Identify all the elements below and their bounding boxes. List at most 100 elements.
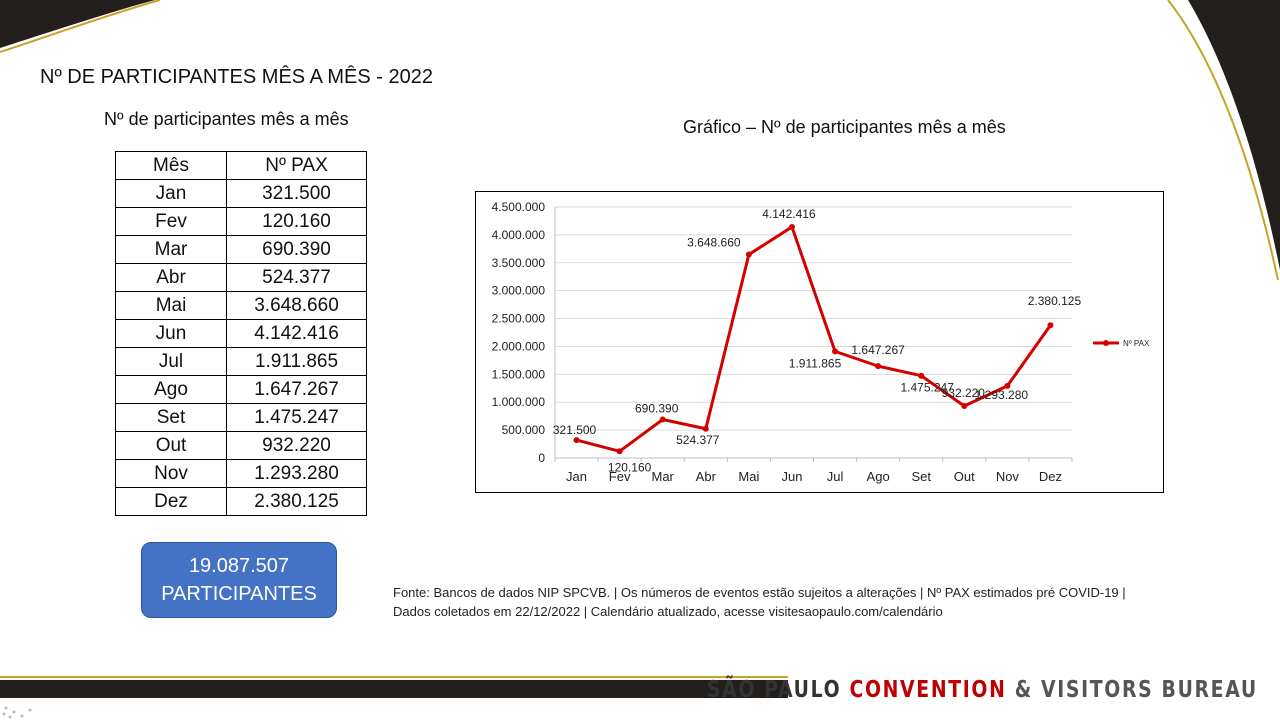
series-line [576,225,1052,453]
data-label: 1.647.267 [851,343,905,357]
legend-swatch-marker [1103,340,1109,346]
data-point [573,437,580,444]
cell-month: Ago [115,375,227,404]
cell-pax: 1.647.267 [226,375,367,404]
cell-pax: 120.160 [226,207,367,236]
x-tick-label: Abr [696,469,717,484]
table-heading: Nº de participantes mês a mês [104,109,349,129]
data-point [875,363,882,370]
cell-pax: 524.377 [226,263,367,292]
cell-month: Out [115,431,227,460]
table-row: Abr 524.377 [115,263,367,292]
x-tick-label: Dez [1039,469,1062,484]
data-point [832,348,839,355]
decor-corner-top-right [1167,0,1280,280]
footnote-line-2: Dados coletados em 22/12/2022 | Calendár… [393,604,943,619]
legend-label: Nº PAX [1123,339,1150,348]
cell-pax: 690.390 [226,235,367,264]
data-point [659,416,666,423]
table-row: Mai 3.648.660 [115,291,367,320]
cell-month: Mai [115,291,227,320]
cell-pax: 2.380.125 [226,487,367,516]
y-tick-label: 3.000.000 [492,284,546,298]
cell-month: Jun [115,319,227,348]
x-tick-label: Out [954,469,975,484]
brand-part-1: SÃO PAULO [707,677,850,703]
y-tick-label: 2.500.000 [492,312,546,326]
table-row: Mar 690.390 [115,235,367,264]
y-tick-label: 500.000 [502,423,546,437]
brand-logo: SÃO PAULO CONVENTION & VISITORS BUREAU [707,675,1258,705]
brand-part-3: & VISITORS BUREAU [1006,677,1258,703]
y-tick-label: 1.500.000 [492,367,546,381]
y-tick-label: 4.000.000 [492,228,546,242]
data-point [788,223,795,230]
data-label: 690.390 [635,401,679,415]
data-label: 1.475.247 [901,381,955,395]
data-point [1004,382,1011,389]
data-point [1047,322,1054,329]
data-point [745,251,752,258]
x-tick-label: Ago [867,469,890,484]
x-tick-label: Jun [781,469,802,484]
brand-part-2: CONVENTION [849,677,1007,703]
x-tick-label: Jan [566,469,587,484]
table-row: Jun 4.142.416 [115,319,367,348]
y-tick-label: 3.500.000 [492,256,546,270]
total-label: PARTICIPANTES [161,583,317,605]
x-tick-label: Set [911,469,931,484]
cell-month: Dez [115,487,227,516]
table-row: Jul 1.911.865 [115,347,367,376]
table-row: Nov 1.293.280 [115,459,367,488]
cell-pax: 1.475.247 [226,403,367,432]
footnote: Fonte: Bancos de dados NIP SPCVB. | Os n… [393,583,1153,621]
participants-table: Mês Nº PAX Jan 321.500 Fev 120.160 Mar 690.39… [115,151,367,516]
chart-svg: 0 500.000 1.000.000 1.500.000 2.000.000 2.500… [492,200,1150,484]
cell-month: Fev [115,207,227,236]
data-point [961,403,968,410]
data-label: 2.380.125 [1028,294,1082,308]
total-value: 19.087.507 [188,555,290,577]
x-tick-label: Nov [996,469,1020,484]
table-row: Out 932.220 [115,431,367,460]
x-tick-label: Mai [738,469,759,484]
y-tick-label: 0 [538,451,545,465]
cell-pax: 321.500 [226,179,367,208]
header-pax: Nº PAX [226,151,367,180]
chart-heading: Gráfico – Nº de participantes mês a mês [683,117,1006,137]
cell-month: Mar [115,235,227,264]
cell-month: Set [115,403,227,432]
cell-month: Abr [115,263,227,292]
data-label: 3.648.660 [687,235,741,249]
data-point [918,372,925,379]
data-point [616,448,623,455]
cell-month: Nov [115,459,227,488]
decor-bottom-bar [0,676,788,719]
cell-pax: 1.293.280 [226,459,367,488]
data-label: 4.142.416 [762,207,816,221]
line-chart: 0 500.000 1.000.000 1.500.000 2.000.000 2.500… [475,191,1164,493]
footnote-line-1: Fonte: Bancos de dados NIP SPCVB. | Os n… [393,585,1126,600]
cell-month: Jul [115,347,227,376]
data-label: 321.500 [553,423,597,437]
table-row: Dez 2.380.125 [115,487,367,516]
decor-corner-top-left [0,0,161,53]
data-point [702,425,709,432]
cell-pax: 4.142.416 [226,319,367,348]
header-month: Mês [115,151,227,180]
table-row: Fev 120.160 [115,207,367,236]
data-label: 1.911.865 [789,356,842,370]
y-tick-label: 1.000.000 [492,395,546,409]
table-row: Jan 321.500 [115,179,367,208]
table-header-row: Mês Nº PAX [115,151,367,180]
page-title: Nº DE PARTICIPANTES MÊS A MÊS - 2022 [40,66,433,88]
data-label: 120.160 [608,460,652,474]
x-tick-label: Jul [827,469,844,484]
x-tick-label: Mar [652,469,675,484]
cell-pax: 1.911.865 [226,347,367,376]
table-row: Set 1.475.247 [115,403,367,432]
y-tick-label: 2.000.000 [492,339,546,353]
data-label: 524.377 [676,433,720,447]
cell-pax: 932.220 [226,431,367,460]
cell-month: Jan [115,179,227,208]
